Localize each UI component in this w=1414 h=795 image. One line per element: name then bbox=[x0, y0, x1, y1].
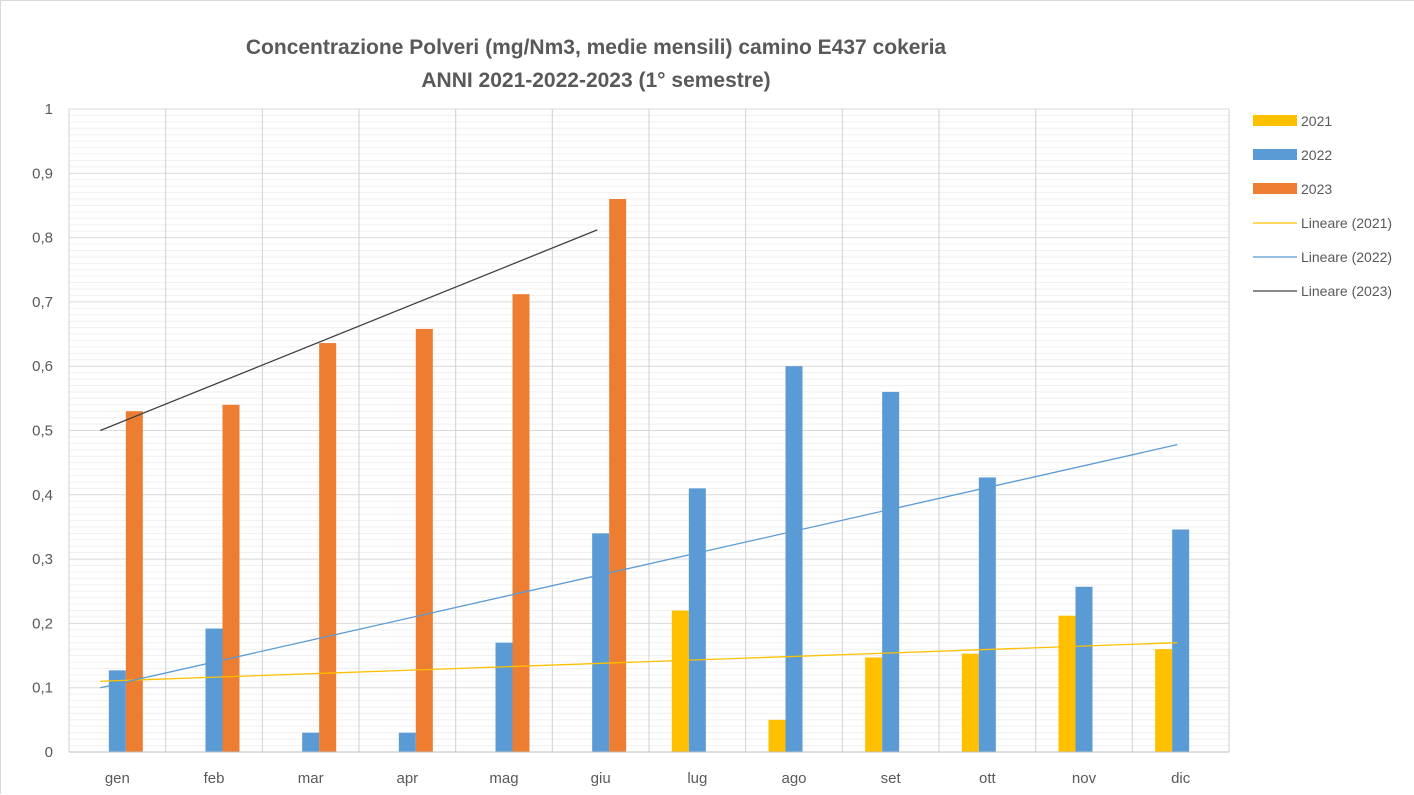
bar-2022-mag bbox=[495, 642, 513, 752]
y-tick-label: 1 bbox=[45, 101, 53, 118]
y-tick-label: 0,8 bbox=[32, 230, 53, 247]
trendline-Lineare (2021) bbox=[100, 642, 1178, 682]
y-tick-label: 0 bbox=[45, 744, 53, 761]
y-tick-label: 0,5 bbox=[32, 423, 53, 440]
bar-2021-dic bbox=[1155, 649, 1173, 752]
x-tick-label-apr: apr bbox=[396, 770, 418, 787]
legend-label-Lineare (2023): Lineare (2023) bbox=[1301, 283, 1392, 299]
trendline-Lineare (2023) bbox=[100, 229, 598, 432]
y-tick-label: 0,3 bbox=[32, 551, 53, 568]
legend-label-2023: 2023 bbox=[1301, 181, 1332, 197]
x-tick-label-ago: ago bbox=[781, 770, 806, 787]
axis-layer: 0 0,1 0,2 0,3 0,4 0,5 0,6 0,7 0,8 0,9 1 gen feb mar ap… bbox=[32, 101, 1229, 787]
legend-label-2022: 2022 bbox=[1301, 147, 1332, 163]
x-tick-label-nov: nov bbox=[1072, 770, 1097, 787]
bar-2022-mar bbox=[302, 732, 320, 752]
x-tick-label-gen: gen bbox=[105, 770, 130, 787]
x-tick-label-giu: giu bbox=[591, 770, 611, 787]
bar-2023-feb bbox=[222, 404, 240, 752]
bar-2021-set bbox=[865, 657, 883, 752]
chart-title: Concentrazione Polveri (mg/Nm3, medie me… bbox=[1, 31, 1191, 97]
x-tick-label-mag: mag bbox=[489, 770, 518, 787]
bar-2022-set bbox=[882, 391, 900, 752]
chart-title-line1: Concentrazione Polveri (mg/Nm3, medie me… bbox=[245, 36, 947, 59]
x-tick-label-lug: lug bbox=[687, 770, 707, 787]
y-tick-label: 0,1 bbox=[32, 680, 53, 697]
bar-2022-giu bbox=[592, 533, 610, 752]
x-tick-label-dic: dic bbox=[1171, 770, 1191, 787]
legend-label-2021: 2021 bbox=[1301, 113, 1332, 129]
bar-2021-ott bbox=[961, 653, 979, 752]
bar-2022-gen bbox=[108, 670, 126, 752]
y-tick-label: 0,9 bbox=[32, 165, 53, 182]
x-tick-label-set: set bbox=[881, 770, 902, 787]
legend-swatch-2022 bbox=[1253, 149, 1297, 160]
legend-label-Lineare (2021): Lineare (2021) bbox=[1301, 215, 1392, 231]
grid-layer bbox=[68, 108, 1230, 752]
bar-2022-ott bbox=[978, 477, 996, 752]
trendline-Lineare (2022) bbox=[100, 444, 1178, 689]
bar-2022-nov bbox=[1075, 586, 1093, 752]
bar-2021-lug bbox=[671, 610, 689, 752]
bar-2023-mag bbox=[512, 294, 530, 752]
bar-2021-nov bbox=[1058, 615, 1076, 752]
bar-2023-gen bbox=[125, 411, 143, 752]
y-tick-label: 0,2 bbox=[32, 615, 53, 632]
x-tick-label-feb: feb bbox=[204, 770, 225, 787]
chart-title-line2: ANNI 2021-2022-2023 (1° semestre) bbox=[421, 69, 771, 92]
x-tick-label-mar: mar bbox=[298, 770, 324, 787]
bar-2022-apr bbox=[398, 732, 416, 752]
bars-layer bbox=[108, 199, 1190, 752]
bar-2021-ago bbox=[768, 719, 786, 752]
legend-layer: 2021 2022 2023 Lineare (2021) Lineare (2022)… bbox=[1253, 113, 1392, 299]
bar-2023-mar bbox=[319, 343, 337, 752]
y-tick-label: 0,7 bbox=[32, 294, 53, 311]
bar-2022-feb bbox=[205, 628, 223, 752]
y-tick-label: 0,4 bbox=[32, 487, 53, 504]
x-tick-label-ott: ott bbox=[979, 770, 997, 787]
bar-2023-apr bbox=[415, 328, 433, 752]
legend-swatch-2023 bbox=[1253, 183, 1297, 194]
bar-2022-ago bbox=[785, 366, 803, 752]
y-tick-label: 0,6 bbox=[32, 358, 53, 375]
bar-2023-giu bbox=[609, 199, 627, 752]
legend-swatch-2021 bbox=[1253, 115, 1297, 126]
legend-label-Lineare (2022): Lineare (2022) bbox=[1301, 249, 1392, 265]
bar-2022-dic bbox=[1172, 529, 1190, 752]
trend-layer bbox=[100, 229, 1178, 689]
bar-2022-lug bbox=[688, 488, 706, 752]
